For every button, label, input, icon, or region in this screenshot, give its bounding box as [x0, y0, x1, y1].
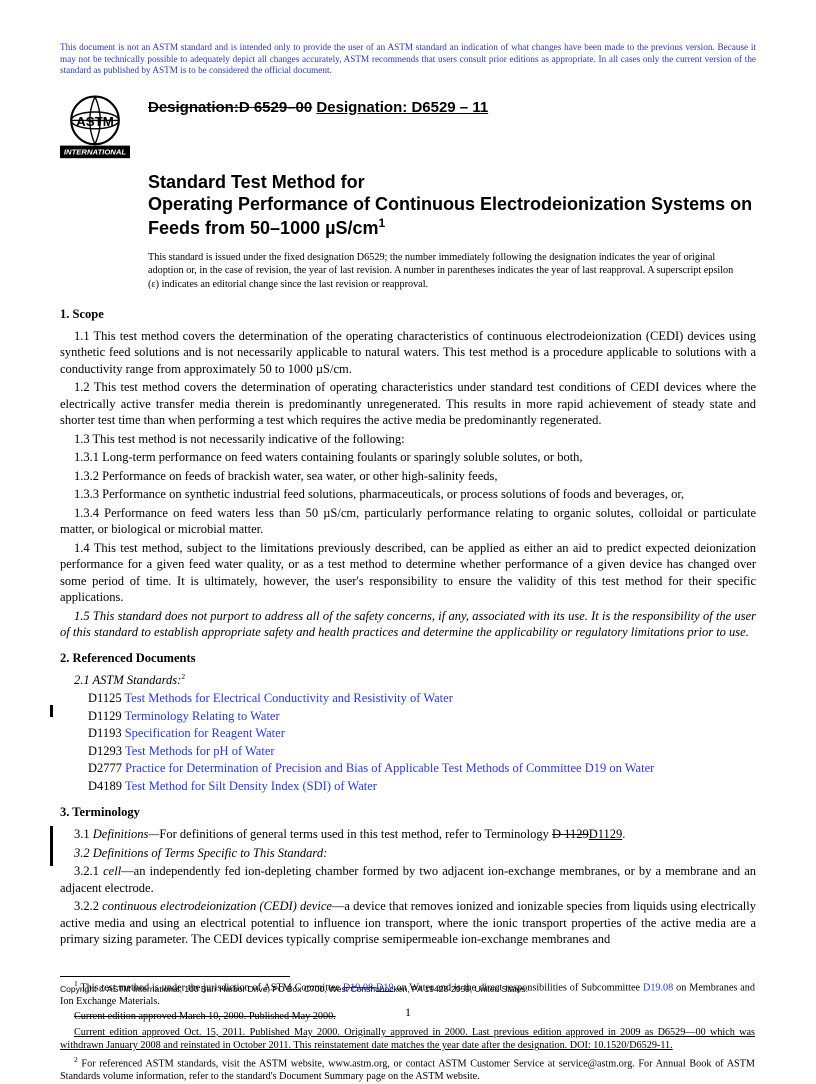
para-3-1: 3.1 Definitions—For definitions of gener…: [60, 826, 756, 843]
astm-logo: ASTM INTERNATIONAL: [60, 91, 130, 161]
reference-item: D1129 Terminology Relating to Water: [60, 708, 756, 726]
copyright-line: Copyright © ASTM International, 100 Barr…: [60, 984, 528, 994]
para-3-2-1: 3.2.1 cell—an independently fed ion-depl…: [60, 863, 756, 896]
section-2-head: 2. Referenced Documents: [60, 651, 756, 666]
footnotes: 1 This test method is under the jurisdic…: [60, 979, 755, 1084]
reference-item: D1193 Specification for Reagent Water: [60, 725, 756, 743]
para-3-2: 3.2 Definitions of Terms Specific to Thi…: [60, 845, 756, 862]
header-row: ASTM INTERNATIONAL Designation:D 6529–00…: [60, 91, 756, 161]
reference-link[interactable]: Test Method for Silt Density Index (SDI)…: [125, 779, 377, 793]
para-2-1: 2.1 ASTM Standards:2: [60, 672, 756, 689]
page-number: 1: [0, 1005, 816, 1020]
designation-line: Designation:D 6529–00 Designation: D6529…: [148, 91, 488, 116]
reference-item: D1125 Test Methods for Electrical Conduc…: [60, 690, 756, 708]
para-1-3-1: 1.3.1 Long-term performance on feed wate…: [60, 449, 756, 466]
issuance-note: This standard is issued under the fixed …: [148, 251, 756, 291]
para-1-5: 1.5 This standard does not purport to ad…: [60, 608, 756, 641]
reference-item: D4189 Test Method for Silt Density Index…: [60, 778, 756, 796]
reference-link[interactable]: Test Methods for pH of Water: [125, 744, 275, 758]
reference-item: D1293 Test Methods for pH of Water: [60, 743, 756, 761]
reference-list: D1125 Test Methods for Electrical Conduc…: [60, 690, 756, 795]
reference-link[interactable]: Terminology Relating to Water: [124, 709, 279, 723]
section-3-head: 3. Terminology: [60, 805, 756, 820]
redline-disclaimer: This document is not an ASTM standard an…: [60, 42, 756, 77]
para-1-3-4: 1.3.4 Performance on feed waters less th…: [60, 505, 756, 538]
section-1-head: 1. Scope: [60, 307, 756, 322]
title-line2: Operating Performance of Continuous Elec…: [148, 193, 756, 239]
para-1-1: 1.1 This test method covers the determin…: [60, 328, 756, 378]
reference-link[interactable]: Specification for Reagent Water: [125, 726, 285, 740]
title-line1: Standard Test Method for: [148, 171, 756, 194]
change-bar-1: [50, 705, 53, 717]
para-1-3: 1.3 This test method is not necessarily …: [60, 431, 756, 448]
reference-item: D2777 Practice for Determination of Prec…: [60, 760, 756, 778]
para-1-3-2: 1.3.2 Performance on feeds of brackish w…: [60, 468, 756, 485]
reference-link[interactable]: Test Methods for Electrical Conductivity…: [124, 691, 452, 705]
reference-link[interactable]: Practice for Determination of Precision …: [125, 761, 654, 775]
title-block: Standard Test Method for Operating Perfo…: [148, 171, 756, 240]
para-1-4: 1.4 This test method, subject to the lim…: [60, 540, 756, 606]
para-1-3-3: 1.3.3 Performance on synthetic industria…: [60, 486, 756, 503]
change-bar-2: [50, 826, 53, 866]
svg-text:INTERNATIONAL: INTERNATIONAL: [64, 147, 127, 156]
para-3-2-2: 3.2.2 continuous electrodeionization (CE…: [60, 898, 756, 948]
para-1-2: 1.2 This test method covers the determin…: [60, 379, 756, 429]
svg-text:ASTM: ASTM: [76, 114, 114, 129]
